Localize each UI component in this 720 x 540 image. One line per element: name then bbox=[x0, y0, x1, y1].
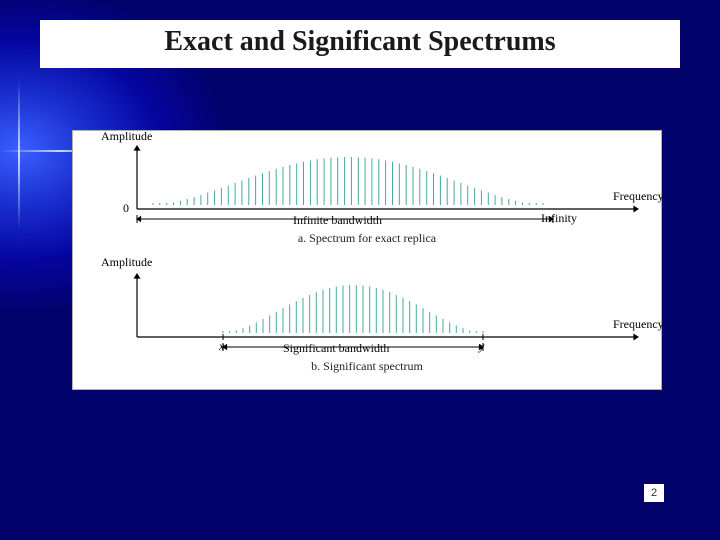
top-caption: a. Spectrum for exact replica bbox=[73, 231, 661, 246]
bottom-x-start-label: x bbox=[219, 339, 224, 354]
top-x-end-label: Infinity bbox=[541, 211, 577, 226]
top-x-start-label: 0 bbox=[123, 201, 129, 216]
bottom-bandwidth-label: Significant bandwidth bbox=[283, 341, 389, 356]
top-y-axis-label: Amplitude bbox=[101, 129, 152, 144]
page-number: 2 bbox=[644, 484, 664, 502]
top-x-axis-label: Frequency bbox=[613, 189, 664, 204]
top-bandwidth-label: Infinite bandwidth bbox=[293, 213, 382, 228]
spectrum-diagram-frame: Amplitude Frequency 0 Infinity Infinite … bbox=[72, 130, 662, 390]
bottom-x-end-label: y bbox=[479, 339, 484, 354]
bottom-x-axis-label: Frequency bbox=[613, 317, 664, 332]
slide: Exact and Significant Spectrums Amplitud… bbox=[0, 0, 720, 540]
slide-title: Exact and Significant Spectrums bbox=[40, 20, 680, 68]
lens-flare-v bbox=[18, 80, 20, 230]
bottom-y-axis-label: Amplitude bbox=[101, 255, 152, 270]
bottom-caption: b. Significant spectrum bbox=[73, 359, 661, 374]
